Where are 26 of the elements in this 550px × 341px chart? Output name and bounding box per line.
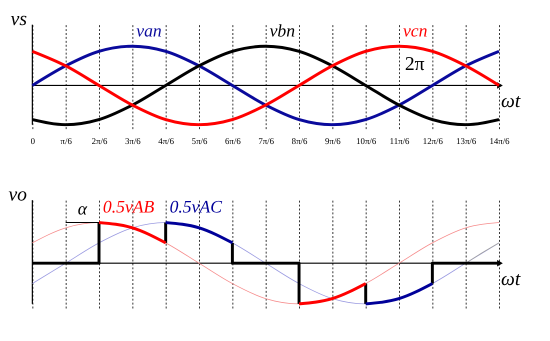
series-label: 0.5vAC [170, 196, 222, 217]
x-tick-label: 3π/6 [125, 136, 142, 146]
x-axis-title: ωt [500, 268, 521, 290]
x-tick-label: 13π/6 [456, 136, 477, 146]
x-tick-label: 6π/6 [225, 136, 242, 146]
x-tick-label: 9π/6 [324, 136, 342, 146]
x-tick-label: 11π/6 [390, 136, 410, 146]
annotation: 2π [404, 54, 425, 75]
annotation: α [78, 198, 88, 219]
x-tick-label: π/6 [60, 136, 72, 146]
x-tick-label: 10π/6 [356, 136, 377, 146]
series-label: vcn [402, 20, 428, 40]
x-tick-label: 0 [30, 136, 36, 146]
x-tick-label: 2π/6 [92, 136, 108, 146]
x-tick-label: 8π/6 [292, 136, 308, 146]
y-axis-title: vo [8, 184, 28, 206]
x-tick-label: 12π/6 [422, 136, 444, 146]
y-axis-title: vs [10, 9, 28, 30]
x-tick-label: 5π/6 [192, 136, 208, 146]
x-tick-label: 14π/6 [489, 136, 510, 146]
x-tick-label: 4π/6 [158, 136, 175, 146]
series-label: van [136, 20, 162, 40]
x-axis-title: ωt [500, 91, 521, 112]
series-label: vbn [270, 20, 296, 40]
x-tick-label: 7π/6 [258, 136, 275, 146]
series-label: 0.5vAB [102, 196, 155, 217]
